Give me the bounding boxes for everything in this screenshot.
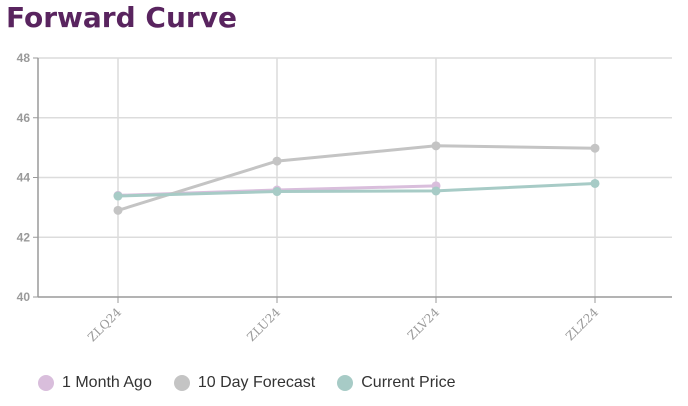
- x-tick-label: ZLU24: [244, 305, 283, 344]
- data-point: [113, 191, 123, 201]
- x-tick-label: ZLV24: [405, 305, 443, 343]
- series-layer: [113, 141, 600, 215]
- data-point: [431, 141, 441, 151]
- forward-curve-chart: 40 42 44 46 48 ZLQ24 ZLU24 ZLV24 ZLZ24: [17, 51, 672, 344]
- x-tick-label: ZLZ24: [563, 305, 601, 343]
- series-line: [116, 144, 597, 212]
- data-point: [590, 178, 600, 188]
- axis-layer: [33, 57, 672, 303]
- y-tick-label: 48: [17, 51, 31, 65]
- x-tick-label: ZLQ24: [85, 305, 124, 344]
- legend-swatch-icon: [173, 375, 190, 391]
- data-point: [590, 143, 600, 153]
- data-point: [113, 205, 123, 215]
- y-tick-label: 42: [17, 230, 31, 244]
- y-tick-label: 40: [17, 290, 31, 304]
- y-tick-label: 46: [17, 111, 31, 125]
- y-tick-label: 44: [17, 171, 31, 185]
- data-point: [272, 156, 282, 166]
- legend-item[interactable]: 1 Month Ago: [38, 374, 152, 392]
- legend-item[interactable]: 10 Day Forecast: [173, 374, 316, 392]
- grid-layer: [38, 57, 672, 297]
- data-point: [272, 187, 282, 197]
- legend-swatch-icon: [38, 375, 54, 391]
- legend-label: 1 Month Ago: [62, 374, 152, 391]
- legend-label: 10 Day Forecast: [197, 374, 316, 391]
- chart-legend: 1 Month Ago 10 Day Forecast Current Price: [38, 374, 455, 392]
- legend-swatch-icon: [337, 375, 354, 391]
- page-title: Forward Curve: [6, 1, 237, 34]
- legend-item[interactable]: Current Price: [337, 374, 455, 392]
- series-line: [116, 182, 597, 198]
- data-point: [431, 186, 441, 196]
- label-layer: 40 42 44 46 48 ZLQ24 ZLU24 ZLV24 ZLZ24: [17, 51, 602, 344]
- legend-label: Current Price: [361, 374, 456, 391]
